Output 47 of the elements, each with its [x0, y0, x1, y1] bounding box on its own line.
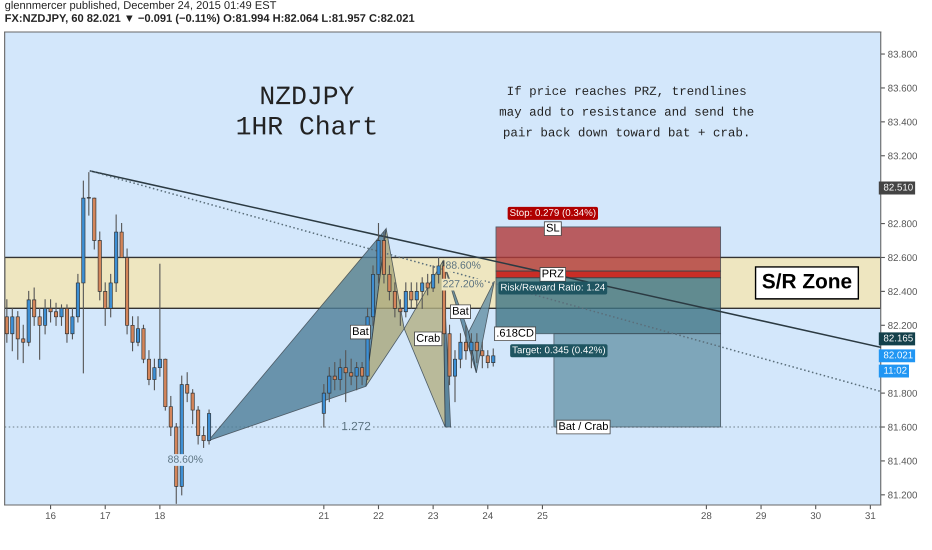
y-tick-label: 81.600: [888, 424, 918, 431]
x-tick-label: 22: [374, 512, 384, 519]
chart-subtitle: FX:NZDJPY, 60 82.021 ▼ −0.091 (−0.11%) O:81.994 H:82.064 L:81.957 C:82.021: [5, 14, 414, 24]
x-tick-label: 21: [318, 512, 329, 519]
y-tick-label: 83.400: [888, 118, 918, 126]
y-tick-label: 82.600: [888, 254, 918, 262]
y-tick-label: 83.200: [888, 152, 918, 160]
annotation: Crab: [416, 334, 440, 342]
annotation: Bat: [453, 306, 469, 315]
annotation: 88.60%: [168, 455, 203, 463]
text: 82.021: [884, 352, 913, 358]
y-tick-label: 81.800: [888, 390, 918, 397]
annotation: If price reaches PRZ, trendlines may add to resistance and send the pair back down toward bat + crab.: [500, 86, 754, 139]
x-tick-label: 25: [538, 512, 548, 520]
annotation: 88.60%: [446, 261, 480, 269]
text: 82.165: [884, 334, 913, 342]
x-tick-label: 23: [428, 512, 438, 520]
text: glennmercer published, December 24, 2015 01:49 EST: [5, 0, 276, 12]
band-label: S/R Zone: [762, 273, 852, 289]
annotation: .618CD: [497, 328, 534, 337]
text: NZDJPY 1HR Chart: [238, 86, 376, 135]
y-tick-label: 83.800: [888, 50, 918, 58]
x-tick-label: 24: [482, 512, 493, 519]
x-tick-label: 31: [865, 512, 876, 520]
y-tick-label: 82.200: [888, 322, 918, 329]
x-tick-label: 30: [810, 512, 821, 520]
annotation: 227.20%: [443, 280, 484, 288]
annotation: PRZ: [542, 270, 564, 278]
annotation: 1.272: [342, 422, 370, 430]
y-tick-label: 81.200: [888, 492, 918, 498]
annotation: Bat / Crab: [559, 422, 608, 430]
annotation: Risk/Reward Ratio: 1.24: [501, 283, 605, 291]
y-tick-label: 82.400: [888, 288, 918, 296]
annotation: Stop: 0.279 (0.34%): [510, 208, 596, 218]
x-tick-label: 18: [155, 512, 165, 520]
annotation: Bat: [353, 327, 369, 336]
y-tick-label: 83.600: [888, 84, 918, 92]
x-tick-label: 16: [46, 512, 56, 520]
x-tick-label: 29: [756, 512, 766, 520]
text: 82.510: [884, 184, 913, 191]
x-tick-label: 28: [701, 512, 712, 520]
annotation: Target: 0.345 (0.42%): [512, 346, 605, 356]
annotation: SL: [546, 224, 560, 232]
x-tick-label: 17: [100, 512, 110, 519]
text: 11:02: [884, 366, 907, 374]
y-tick-label: 82.800: [888, 220, 918, 228]
y-tick-label: 81.400: [888, 458, 918, 465]
